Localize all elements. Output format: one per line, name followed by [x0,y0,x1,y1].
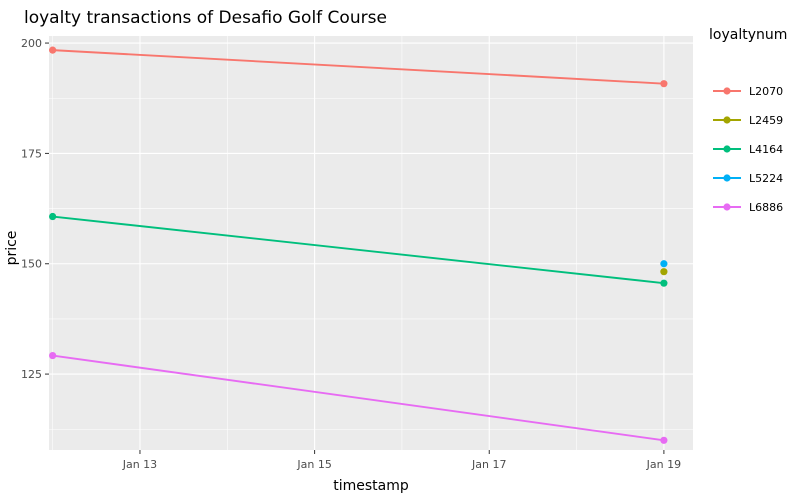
y-axis: 125 150 175 200 [21,37,49,381]
legend-key-point [723,174,731,182]
x-tick-label: Jan 17 [471,458,506,471]
series-line-L2070 [52,49,664,85]
y-tick-label: 150 [21,258,42,271]
data-point-L4164[interactable] [660,279,668,287]
legend-item-L2070[interactable]: L2070 [713,85,783,98]
series-line-L6886 [52,354,665,442]
data-point-L2070[interactable] [660,80,668,88]
y-axis-title: price [4,231,20,266]
x-tick-label: Jan 15 [296,458,331,471]
series-line-L4164 [52,215,664,285]
legend-label: L5224 [749,172,783,185]
legend-item-L4164[interactable]: L4164 [713,143,783,156]
data-point-L4164[interactable] [49,212,57,221]
data-point-L2070[interactable] [49,46,57,54]
plot-panel [49,36,693,450]
legend-label: L6886 [749,201,783,214]
legend-key-point [723,203,731,211]
legend-label: L2070 [749,85,783,98]
legend-item-L2459[interactable]: L2459 [713,114,783,127]
data-point-L2459[interactable] [660,268,668,276]
y-tick-label: 200 [21,37,42,50]
x-tick-label: Jan 13 [122,458,157,471]
legend-key-point [723,116,731,124]
x-axis: Jan 13 Jan 15 Jan 17 Jan 19 [122,450,681,471]
legend-key-point [723,145,731,153]
legend-label: L4164 [749,143,783,156]
legend: L2070 L2459 L4164 L5224 L6886 [713,85,783,214]
y-tick-label: 175 [21,147,42,160]
series-points [49,46,668,444]
legend-key-point [723,87,731,95]
legend-item-L5224[interactable]: L5224 [713,172,783,185]
legend-title: loyaltynum [709,27,787,43]
y-tick-label: 125 [21,368,42,381]
minor-gridlines [49,36,693,450]
major-gridlines [49,36,693,450]
chart-title: loyalty transactions of Desafio Golf Cou… [24,8,387,28]
data-point-L5224[interactable] [660,260,668,268]
data-point-L6886[interactable] [49,351,57,360]
legend-item-L6886[interactable]: L6886 [713,201,783,214]
data-point-L6886[interactable] [660,436,668,444]
x-tick-label: Jan 19 [646,458,681,471]
x-axis-title: timestamp [333,478,409,494]
legend-label: L2459 [749,114,783,127]
series-lines [52,49,665,442]
